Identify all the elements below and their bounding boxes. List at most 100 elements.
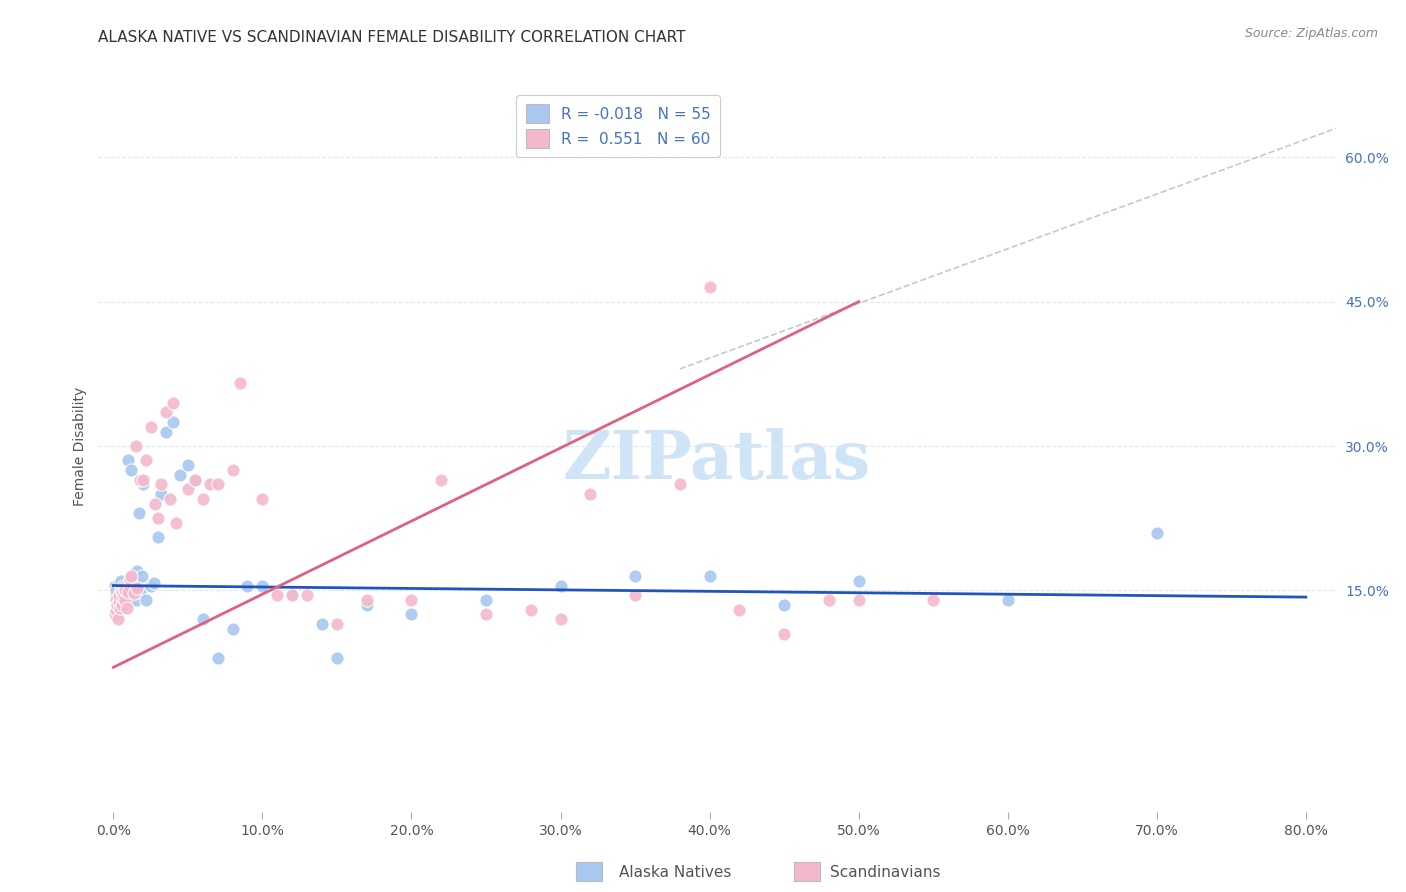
Point bbox=[848, 593, 870, 607]
Point bbox=[624, 569, 647, 583]
Point bbox=[295, 588, 318, 602]
Point bbox=[118, 585, 141, 599]
Point bbox=[132, 477, 155, 491]
Point bbox=[127, 564, 149, 578]
Point bbox=[111, 578, 134, 592]
Point bbox=[221, 463, 243, 477]
Point bbox=[120, 463, 142, 477]
Point bbox=[104, 607, 127, 622]
Point bbox=[281, 588, 304, 602]
Point bbox=[150, 487, 173, 501]
Point bbox=[1146, 525, 1168, 540]
Point bbox=[117, 453, 139, 467]
Point bbox=[252, 578, 274, 592]
Point bbox=[128, 507, 150, 521]
Point bbox=[401, 593, 423, 607]
Point bbox=[111, 598, 134, 612]
Point bbox=[111, 585, 134, 599]
Point bbox=[135, 593, 157, 607]
Point bbox=[401, 607, 423, 622]
Point bbox=[162, 395, 184, 409]
Point bbox=[108, 593, 131, 607]
Point bbox=[105, 598, 128, 612]
Point bbox=[430, 473, 453, 487]
Point bbox=[229, 376, 252, 391]
Point bbox=[162, 415, 184, 429]
Point bbox=[129, 473, 152, 487]
Point bbox=[773, 598, 796, 612]
Point bbox=[207, 650, 229, 665]
Point bbox=[107, 612, 129, 626]
Text: Source: ZipAtlas.com: Source: ZipAtlas.com bbox=[1244, 27, 1378, 40]
Point bbox=[728, 602, 751, 616]
Point bbox=[475, 607, 498, 622]
Point bbox=[624, 588, 647, 602]
Point bbox=[155, 425, 177, 439]
Point bbox=[169, 467, 191, 482]
Point bbox=[135, 453, 157, 467]
Point bbox=[108, 600, 131, 615]
Point bbox=[105, 593, 128, 607]
Point bbox=[108, 588, 131, 602]
Point bbox=[125, 593, 148, 607]
Point bbox=[281, 588, 304, 602]
Point bbox=[122, 574, 145, 588]
Point bbox=[110, 583, 132, 598]
Y-axis label: Female Disability: Female Disability bbox=[73, 386, 87, 506]
Text: ALASKA NATIVE VS SCANDINAVIAN FEMALE DISABILITY CORRELATION CHART: ALASKA NATIVE VS SCANDINAVIAN FEMALE DIS… bbox=[98, 29, 686, 45]
Point bbox=[252, 491, 274, 506]
Point bbox=[177, 483, 200, 497]
Point bbox=[107, 575, 129, 590]
Point bbox=[110, 582, 132, 596]
Point bbox=[117, 585, 139, 599]
Point bbox=[177, 458, 200, 473]
Point bbox=[579, 487, 602, 501]
Point bbox=[112, 582, 135, 596]
Point bbox=[155, 405, 177, 419]
Point bbox=[356, 593, 378, 607]
Point bbox=[550, 578, 572, 592]
Point bbox=[105, 583, 128, 598]
Point bbox=[114, 582, 136, 596]
Point bbox=[110, 585, 132, 599]
Point bbox=[121, 588, 143, 602]
Point bbox=[475, 593, 498, 607]
Point bbox=[104, 578, 127, 592]
Point bbox=[699, 280, 721, 294]
Point bbox=[104, 602, 127, 616]
Point bbox=[773, 626, 796, 640]
Point bbox=[105, 598, 128, 612]
Point bbox=[356, 598, 378, 612]
Point bbox=[159, 491, 181, 506]
Point bbox=[818, 593, 841, 607]
Point bbox=[142, 575, 165, 590]
Point bbox=[311, 617, 333, 632]
Point bbox=[699, 569, 721, 583]
Text: Alaska Natives: Alaska Natives bbox=[619, 865, 731, 880]
Point bbox=[184, 473, 207, 487]
Point bbox=[107, 595, 129, 609]
Point bbox=[922, 593, 945, 607]
Point bbox=[112, 590, 135, 604]
Point bbox=[115, 583, 138, 598]
Point bbox=[146, 530, 169, 544]
Point bbox=[114, 593, 136, 607]
Point bbox=[127, 582, 149, 596]
Point bbox=[120, 569, 142, 583]
Point bbox=[997, 593, 1019, 607]
Point bbox=[184, 473, 207, 487]
Text: Scandinavians: Scandinavians bbox=[830, 865, 941, 880]
Point bbox=[122, 586, 145, 600]
Point bbox=[139, 578, 162, 592]
Point bbox=[132, 473, 155, 487]
Point bbox=[114, 583, 136, 598]
Point bbox=[236, 578, 259, 592]
Point bbox=[110, 574, 132, 588]
Point bbox=[550, 612, 572, 626]
Point bbox=[326, 617, 349, 632]
Point bbox=[107, 591, 129, 605]
Point bbox=[143, 497, 166, 511]
Point bbox=[848, 574, 870, 588]
Point bbox=[139, 419, 162, 434]
Point bbox=[191, 612, 214, 626]
